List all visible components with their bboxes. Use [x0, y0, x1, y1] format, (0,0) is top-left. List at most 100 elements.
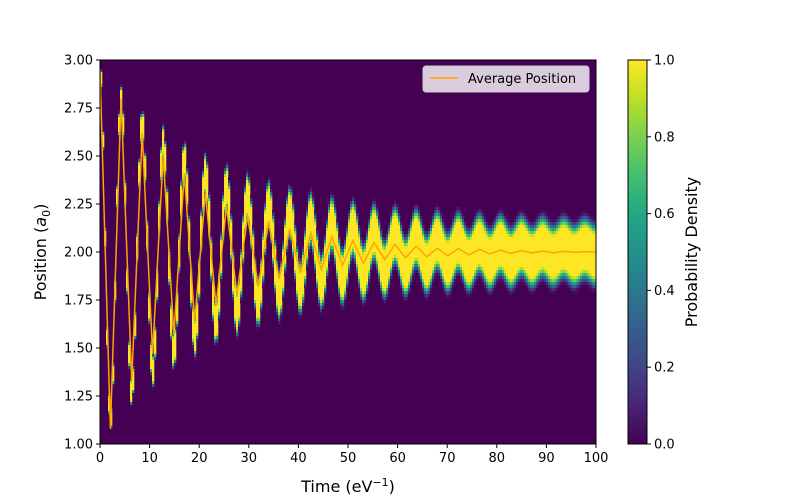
heatmap-cell [568, 237, 571, 241]
heatmap-cell [238, 288, 241, 292]
heatmap-cell [384, 297, 387, 301]
heatmap-cell [216, 303, 219, 307]
heatmap-cell [180, 186, 183, 190]
heatmap-cell [370, 213, 373, 217]
heatmap-cell [312, 195, 315, 199]
heatmap-cell [552, 285, 555, 289]
heatmap-cell [572, 246, 575, 250]
heatmap-cell [312, 219, 315, 223]
heatmap-cell [326, 279, 329, 283]
heatmap-cell [272, 249, 275, 253]
heatmap-cell [498, 216, 501, 220]
heatmap-cell [552, 252, 555, 256]
heatmap-cell [584, 225, 587, 229]
heatmap-cell [278, 264, 281, 268]
heatmap-cell [490, 264, 493, 268]
heatmap-cell [430, 219, 433, 223]
heatmap-cell [518, 231, 521, 235]
heatmap-cell [480, 264, 483, 268]
heatmap-cell [326, 270, 329, 274]
heatmap-cell [442, 276, 445, 280]
heatmap-cell [404, 285, 407, 289]
heatmap-cell [424, 297, 427, 301]
heatmap-cell [312, 222, 315, 226]
heatmap-cell [478, 213, 481, 217]
heatmap-cell [568, 258, 571, 262]
heatmap-cell [456, 276, 459, 280]
heatmap-cell [410, 246, 413, 250]
heatmap-cell [248, 198, 251, 202]
heatmap-cell [180, 201, 183, 205]
heatmap-cell [228, 177, 231, 181]
heatmap-cell [388, 234, 391, 238]
heatmap-cell [144, 177, 147, 181]
heatmap-cell [548, 282, 551, 286]
heatmap-cell [546, 276, 549, 280]
heatmap-cell [524, 228, 527, 232]
heatmap-cell [172, 336, 175, 340]
heatmap-cell [268, 210, 271, 214]
heatmap-cell [320, 306, 323, 310]
heatmap-cell [222, 219, 225, 223]
heatmap-cell [520, 225, 523, 229]
heatmap-cell [488, 294, 491, 298]
heatmap-cell [284, 264, 287, 268]
heatmap-cell [460, 273, 463, 277]
heatmap-cell [500, 252, 503, 256]
heatmap-cell [366, 282, 369, 286]
heatmap-cell [568, 243, 571, 247]
heatmap-cell [488, 246, 491, 250]
heatmap-cell [410, 285, 413, 289]
heatmap-cell [284, 240, 287, 244]
heatmap-cell [422, 237, 425, 241]
heatmap-cell [270, 225, 273, 229]
heatmap-cell [422, 264, 425, 268]
heatmap-cell [498, 258, 501, 262]
heatmap-cell [208, 201, 211, 205]
heatmap-cell [100, 69, 103, 73]
heatmap-cell [472, 237, 475, 241]
heatmap-cell [578, 276, 581, 280]
heatmap-cell [556, 288, 559, 292]
heatmap-cell [538, 273, 541, 277]
heatmap-cell [518, 228, 521, 232]
heatmap-cell [498, 243, 501, 247]
heatmap-cell [356, 222, 359, 226]
heatmap-cell [246, 210, 249, 214]
heatmap-cell [560, 273, 563, 277]
heatmap-cell [304, 231, 307, 235]
heatmap-cell [410, 255, 413, 259]
heatmap-cell [460, 252, 463, 256]
heatmap-cell [352, 246, 355, 250]
heatmap-cell [408, 258, 411, 262]
heatmap-cell [180, 180, 183, 184]
heatmap-cell [196, 300, 199, 304]
heatmap-cell [564, 273, 567, 277]
heatmap-cell [240, 252, 243, 256]
heatmap-cell [208, 192, 211, 196]
heatmap-cell [582, 273, 585, 277]
heatmap-cell [438, 255, 441, 259]
heatmap-cell [472, 219, 475, 223]
heatmap-cell [380, 255, 383, 259]
heatmap-cell [344, 240, 347, 244]
heatmap-cell [500, 243, 503, 247]
heatmap-cell [330, 213, 333, 217]
heatmap-cell [372, 222, 375, 226]
heatmap-cell [448, 258, 451, 262]
heatmap-cell [446, 252, 449, 256]
heatmap-cell [422, 276, 425, 280]
heatmap-cell [494, 273, 497, 277]
heatmap-cell [458, 264, 461, 268]
heatmap-cell [224, 174, 227, 178]
heatmap-cell [584, 243, 587, 247]
heatmap-cell [366, 243, 369, 247]
heatmap-cell [442, 222, 445, 226]
heatmap-cell [152, 360, 155, 364]
heatmap-cell [428, 234, 431, 238]
heatmap-cell [352, 234, 355, 238]
heatmap-cell [496, 237, 499, 241]
heatmap-cell [418, 222, 421, 226]
heatmap-cell [310, 219, 313, 223]
heatmap-cell [400, 225, 403, 229]
